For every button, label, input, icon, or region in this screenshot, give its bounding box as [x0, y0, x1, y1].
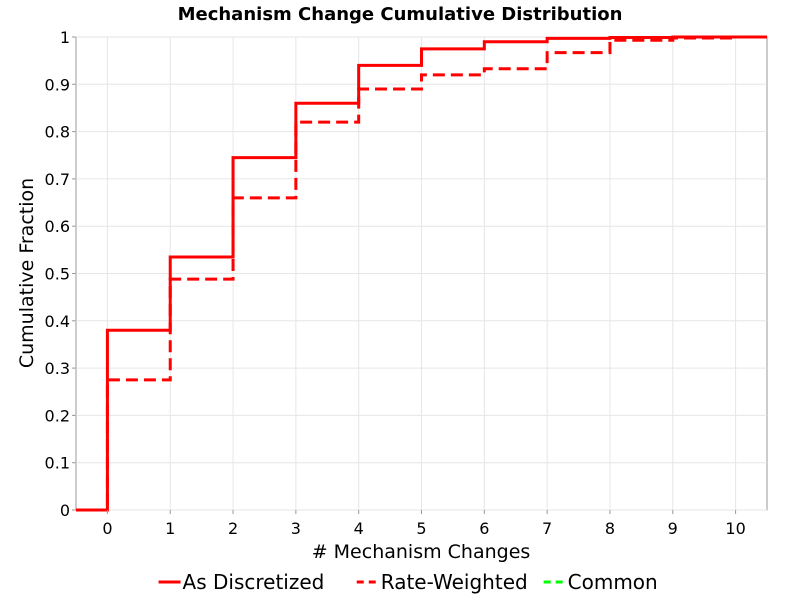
x-tick-label: 1	[165, 519, 175, 538]
x-axis-label: # Mechanism Changes	[312, 541, 531, 563]
legend: As Discretized Rate-Weighted Common	[158, 570, 658, 594]
x-tick-label: 7	[542, 519, 552, 538]
y-tick-label: 0.5	[45, 265, 70, 284]
x-tick-label: 3	[291, 519, 301, 538]
chart-title: Mechanism Change Cumulative Distribution	[178, 4, 623, 25]
series-line-rate-weighted	[76, 35, 767, 512]
x-tick-label: 8	[605, 519, 615, 538]
y-tick-label: 0.1	[45, 454, 70, 473]
y-tick-label: 0.6	[45, 217, 70, 236]
legend-label: Rate-Weighted	[381, 570, 528, 594]
y-tick-label: 0.9	[45, 75, 70, 94]
y-axis-label: Cumulative Fraction	[16, 178, 38, 368]
series-line-as-discretized	[76, 35, 767, 512]
x-tick-label: 6	[479, 519, 489, 538]
y-tick-label: 0.3	[45, 359, 70, 378]
x-tick-label: 5	[416, 519, 426, 538]
y-tick-label: 0.4	[45, 312, 70, 331]
x-tick-label: 0	[102, 519, 112, 538]
x-tick-label: 10	[725, 519, 745, 538]
y-tick-label: 1	[60, 28, 70, 47]
x-tick-label: 9	[668, 519, 678, 538]
x-axis-ticks: 0 1 2 3 4 5 6 7 8 9 10	[102, 510, 746, 538]
x-tick-label: 2	[228, 519, 238, 538]
y-axis-ticks: 0 0.1 0.2 0.3 0.4 0.5 0.6 0.7 0.8 0.9 1	[45, 28, 76, 520]
y-tick-label: 0.8	[45, 123, 70, 142]
y-tick-label: 0.7	[45, 170, 70, 189]
y-tick-label: 0	[60, 501, 70, 520]
legend-label: As Discretized	[183, 570, 325, 594]
legend-label: Common	[568, 570, 658, 594]
series-lines	[76, 35, 767, 512]
x-tick-label: 4	[354, 519, 364, 538]
y-tick-label: 0.2	[45, 406, 70, 425]
